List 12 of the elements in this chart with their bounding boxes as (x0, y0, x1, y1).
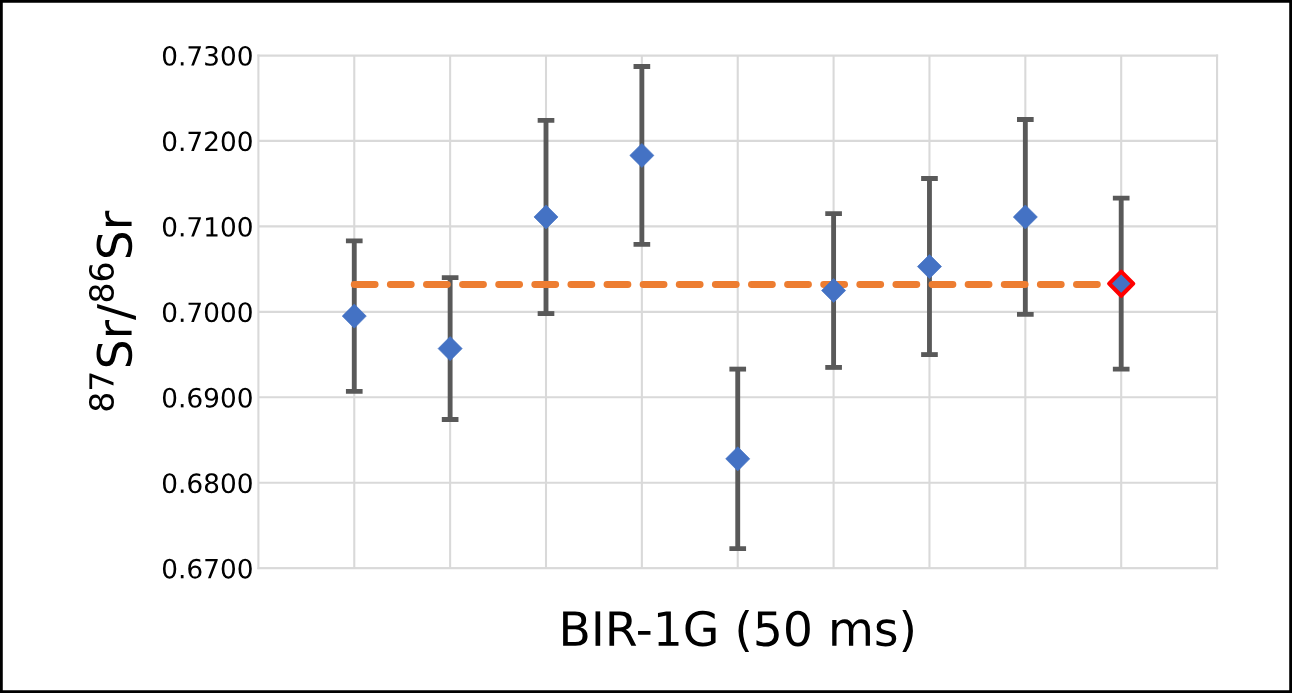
y-tick-label: 0.7000 (162, 302, 252, 323)
y-tick-label: 0.7200 (162, 131, 252, 152)
x-axis-title: BIR-1G (50 ms) (563, 609, 913, 653)
point (533, 204, 559, 230)
y-tick-label: 0.7100 (162, 216, 252, 237)
y-tick-label: 0.6900 (162, 387, 252, 408)
y-tick-label: 0.6800 (162, 473, 252, 494)
y-tick-label: 0.7300 (162, 45, 252, 66)
y-tick-label: 0.6700 (162, 558, 252, 579)
y-axis-title: $^{87}$Sr/$^{86}$Sr (88, 210, 136, 411)
point (725, 446, 751, 472)
point (341, 303, 367, 329)
